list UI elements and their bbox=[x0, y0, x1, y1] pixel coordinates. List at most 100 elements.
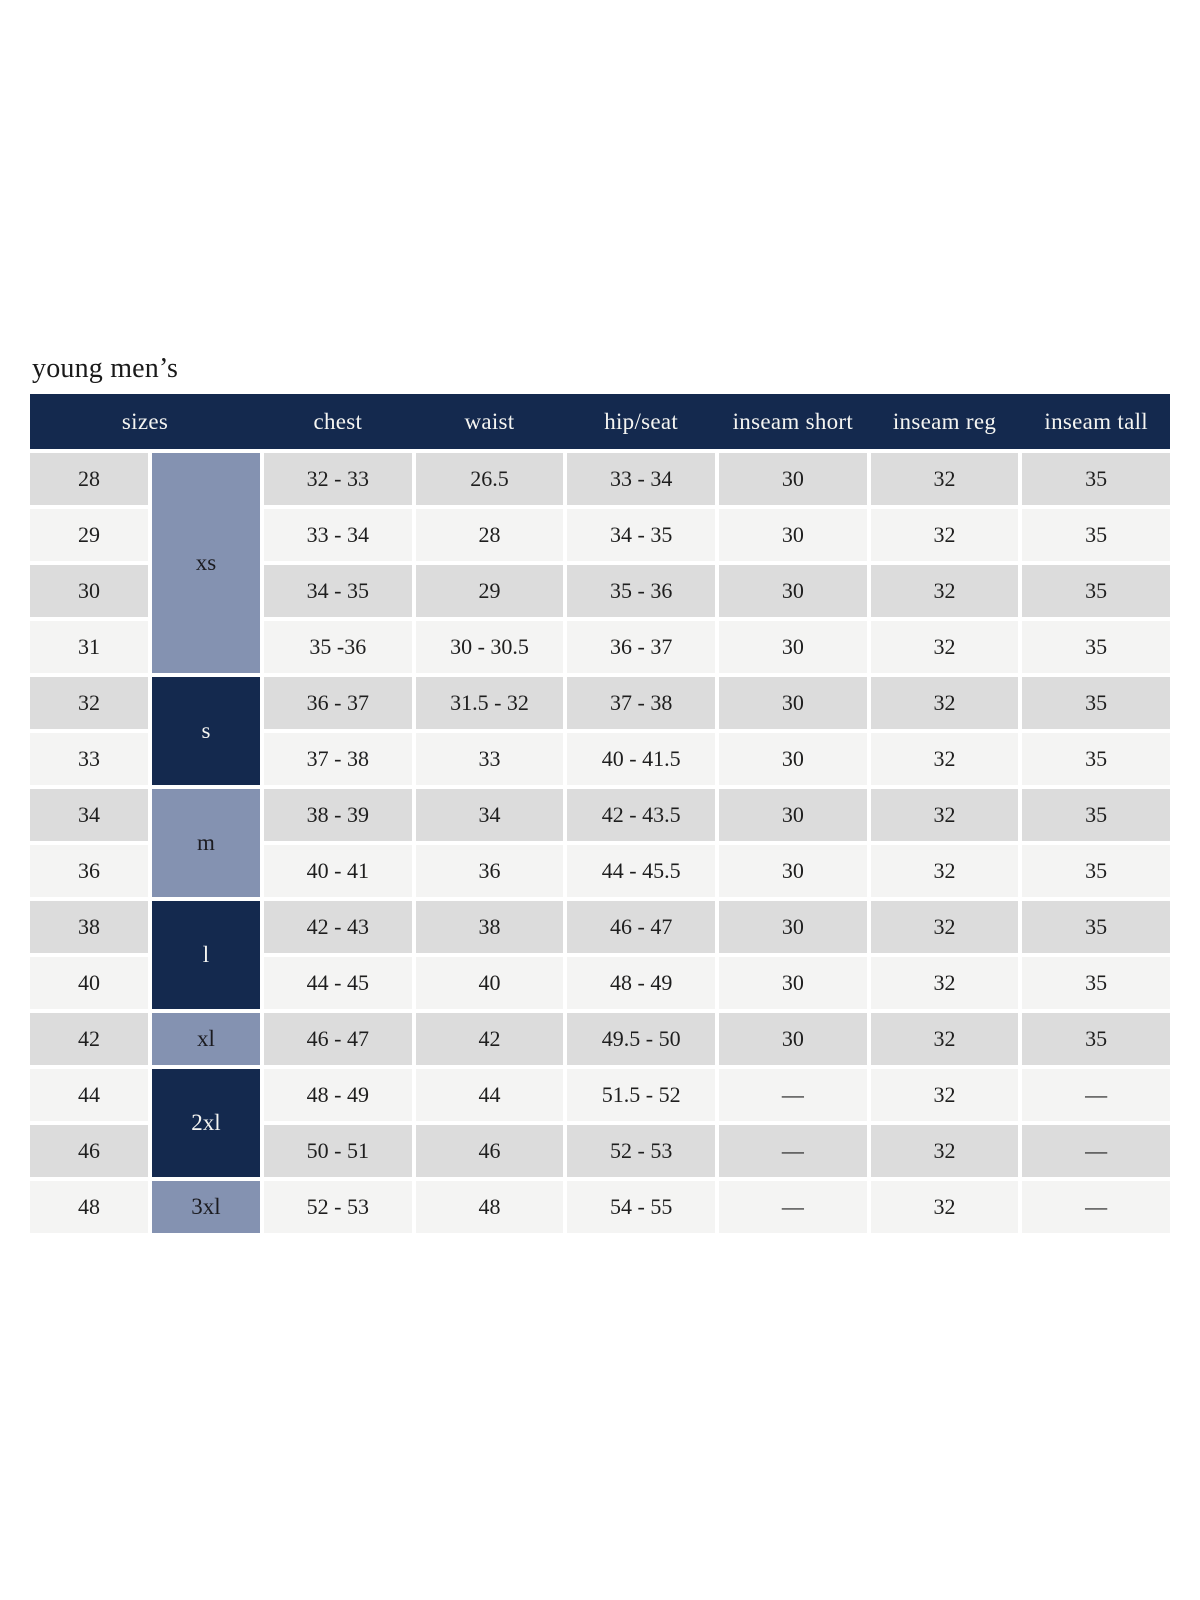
chest-cell: 50 - 51 bbox=[264, 1124, 412, 1177]
waist-cell: 34 bbox=[415, 788, 564, 841]
header-cell-hip-seat: hip/seat bbox=[604, 408, 679, 434]
inseam-short-cell: — bbox=[719, 1068, 867, 1121]
chest-cell: 48 - 49 bbox=[264, 1068, 412, 1121]
size-group-cell-s: s bbox=[152, 676, 260, 785]
inseam-reg-cell: 32 bbox=[870, 788, 1019, 841]
size-group-cell-m: m bbox=[152, 788, 260, 897]
chest-cell: 35 -36 bbox=[264, 620, 412, 673]
chest-cell: 40 - 41 bbox=[264, 844, 412, 897]
inseam-reg-cell: 32 bbox=[870, 508, 1019, 561]
waist-cell: 31.5 - 32 bbox=[415, 676, 564, 729]
size-chart-page: young men’s sizes chest waist hip/seat i… bbox=[30, 353, 1170, 1233]
hip-seat-cell: 33 - 34 bbox=[567, 452, 715, 505]
size-number-cell: 44 bbox=[30, 1068, 148, 1121]
chest-cell: 44 - 45 bbox=[264, 956, 412, 1009]
inseam-tall-cell: 35 bbox=[1022, 900, 1170, 953]
hip-seat-cell: 37 - 38 bbox=[567, 676, 715, 729]
inseam-short-cell: 30 bbox=[719, 844, 867, 897]
header-cell-sizes: sizes bbox=[121, 408, 169, 434]
inseam-reg-cell: 32 bbox=[870, 564, 1019, 617]
inseam-tall-cell: 35 bbox=[1022, 452, 1170, 505]
inseam-short-cell: — bbox=[719, 1180, 867, 1233]
size-number-cell: 34 bbox=[30, 788, 148, 841]
hip-seat-cell: 48 - 49 bbox=[567, 956, 715, 1009]
size-number-cell: 32 bbox=[30, 676, 148, 729]
size-number-cell: 30 bbox=[30, 564, 148, 617]
inseam-short-cell: 30 bbox=[719, 788, 867, 841]
inseam-tall-cell: 35 bbox=[1022, 676, 1170, 729]
chest-cell: 42 - 43 bbox=[264, 900, 412, 953]
inseam-reg-cell: 32 bbox=[870, 956, 1019, 1009]
hip-seat-cell: 54 - 55 bbox=[567, 1180, 715, 1233]
hip-seat-cell: 36 - 37 bbox=[567, 620, 715, 673]
size-number-cell: 38 bbox=[30, 900, 148, 953]
waist-cell: 42 bbox=[415, 1012, 564, 1065]
table-body: 28 32 - 33 26.5 33 - 34 30 32 35 29 33 - 34 28 34 … bbox=[30, 452, 1170, 1233]
size-group-cell-2xl: 2xl bbox=[152, 1068, 260, 1177]
page-title: young men’s bbox=[32, 353, 179, 384]
waist-cell: 36 bbox=[415, 844, 564, 897]
inseam-tall-cell: 35 bbox=[1022, 620, 1170, 673]
inseam-reg-cell: 32 bbox=[870, 732, 1019, 785]
inseam-reg-cell: 32 bbox=[870, 844, 1019, 897]
size-group-cell-xs: xs bbox=[152, 452, 260, 673]
chest-cell: 38 - 39 bbox=[264, 788, 412, 841]
waist-cell: 29 bbox=[415, 564, 564, 617]
inseam-short-cell: 30 bbox=[719, 900, 867, 953]
waist-cell: 26.5 bbox=[415, 452, 564, 505]
waist-cell: 28 bbox=[415, 508, 564, 561]
size-number-cell: 33 bbox=[30, 732, 148, 785]
size-number-cell: 29 bbox=[30, 508, 148, 561]
inseam-tall-cell: 35 bbox=[1022, 508, 1170, 561]
inseam-tall-cell: 35 bbox=[1022, 844, 1170, 897]
inseam-reg-cell: 32 bbox=[870, 452, 1019, 505]
waist-cell: 30 - 30.5 bbox=[415, 620, 564, 673]
inseam-short-cell: — bbox=[719, 1124, 867, 1177]
inseam-tall-cell: — bbox=[1022, 1180, 1170, 1233]
size-table: sizes chest waist hip/seat inseam short … bbox=[30, 393, 1170, 1233]
inseam-reg-cell: 32 bbox=[870, 676, 1019, 729]
header-cell-inseam-tall: inseam tall bbox=[1044, 408, 1148, 434]
header-cell-waist: waist bbox=[464, 408, 515, 434]
size-group-cell-l: l bbox=[152, 900, 260, 1009]
hip-seat-cell: 44 - 45.5 bbox=[567, 844, 715, 897]
inseam-short-cell: 30 bbox=[719, 676, 867, 729]
hip-seat-cell: 49.5 - 50 bbox=[567, 1012, 715, 1065]
waist-cell: 44 bbox=[415, 1068, 564, 1121]
inseam-short-cell: 30 bbox=[719, 732, 867, 785]
size-number-cell: 48 bbox=[30, 1180, 148, 1233]
chest-cell: 46 - 47 bbox=[264, 1012, 412, 1065]
inseam-tall-cell: 35 bbox=[1022, 956, 1170, 1009]
size-group-cell-xl: xl bbox=[152, 1012, 260, 1065]
waist-cell: 38 bbox=[415, 900, 564, 953]
inseam-short-cell: 30 bbox=[719, 452, 867, 505]
hip-seat-cell: 42 - 43.5 bbox=[567, 788, 715, 841]
inseam-short-cell: 30 bbox=[719, 956, 867, 1009]
size-number-cell: 40 bbox=[30, 956, 148, 1009]
chest-cell: 32 - 33 bbox=[264, 452, 412, 505]
size-group-cell-3xl: 3xl bbox=[152, 1180, 260, 1233]
waist-cell: 40 bbox=[415, 956, 564, 1009]
inseam-short-cell: 30 bbox=[719, 564, 867, 617]
size-number-cell: 31 bbox=[30, 620, 148, 673]
hip-seat-cell: 40 - 41.5 bbox=[567, 732, 715, 785]
inseam-tall-cell: — bbox=[1022, 1068, 1170, 1121]
inseam-reg-cell: 32 bbox=[870, 1068, 1019, 1121]
size-number-cell: 42 bbox=[30, 1012, 148, 1065]
chest-cell: 34 - 35 bbox=[264, 564, 412, 617]
waist-cell: 48 bbox=[415, 1180, 564, 1233]
header-cell-inseam-reg: inseam reg bbox=[892, 408, 997, 434]
table-header-row: sizes chest waist hip/seat inseam short … bbox=[30, 393, 1170, 449]
inseam-short-cell: 30 bbox=[719, 508, 867, 561]
hip-seat-cell: 35 - 36 bbox=[567, 564, 715, 617]
size-number-cell: 46 bbox=[30, 1124, 148, 1177]
hip-seat-cell: 52 - 53 bbox=[567, 1124, 715, 1177]
hip-seat-cell: 46 - 47 bbox=[567, 900, 715, 953]
hip-seat-cell: 51.5 - 52 bbox=[567, 1068, 715, 1121]
inseam-short-cell: 30 bbox=[719, 620, 867, 673]
chest-cell: 37 - 38 bbox=[264, 732, 412, 785]
waist-cell: 33 bbox=[415, 732, 564, 785]
inseam-reg-cell: 32 bbox=[870, 1124, 1019, 1177]
chest-cell: 52 - 53 bbox=[264, 1180, 412, 1233]
inseam-reg-cell: 32 bbox=[870, 900, 1019, 953]
